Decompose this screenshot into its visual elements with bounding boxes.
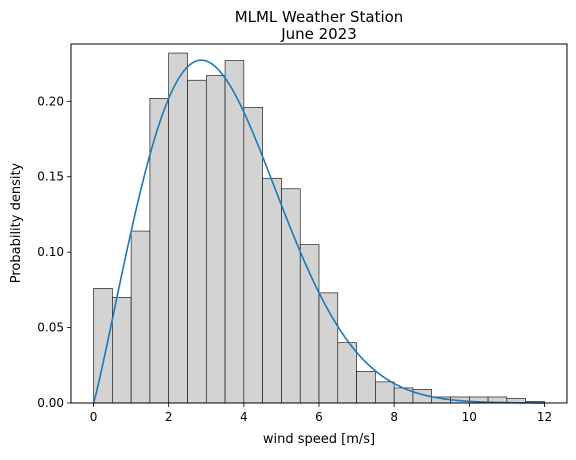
histogram-bar [168, 52, 188, 404]
histogram-bar [299, 244, 320, 404]
y-tick-label: 0.15 [37, 170, 64, 184]
x-tick-label: 12 [537, 410, 552, 424]
chart-title-line2: June 2023 [280, 25, 357, 43]
x-tick-label: 0 [90, 410, 98, 424]
x-tick-label: 8 [390, 410, 398, 424]
x-tick-label: 10 [462, 410, 477, 424]
fit-curve-line [92, 59, 545, 404]
y-axis-ticks: 0.00 0.05 0.10 0.15 0.20 [37, 94, 71, 410]
histogram-bar [281, 188, 301, 404]
histogram-bar [337, 342, 357, 404]
x-tick-label: 4 [240, 410, 248, 424]
y-tick-label: 0.10 [37, 245, 64, 259]
y-tick-label: 0.20 [37, 94, 64, 108]
chart-title-line1: MLML Weather Station [235, 8, 404, 26]
histogram-bar [93, 288, 113, 404]
histogram-bar [356, 371, 376, 404]
y-tick-label: 0.05 [37, 321, 64, 335]
x-tick-label: 2 [165, 410, 173, 424]
y-tick-label: 0.00 [37, 396, 64, 410]
x-axis-ticks: 0 2 4 6 8 10 12 [90, 403, 552, 424]
fit-curve-layer [92, 59, 545, 404]
histogram-bar [130, 230, 151, 404]
histogram-bar [224, 60, 245, 404]
x-axis-label: wind speed [m/s] [263, 432, 375, 447]
histogram-bar [187, 79, 207, 404]
histogram-bars [93, 52, 545, 404]
histogram-bar [112, 297, 132, 404]
histogram-bar [375, 381, 395, 404]
y-axis-label: Probability density [9, 162, 24, 283]
x-tick-label: 6 [315, 410, 323, 424]
histogram-bar [205, 75, 226, 404]
histogram-bar [262, 177, 282, 404]
